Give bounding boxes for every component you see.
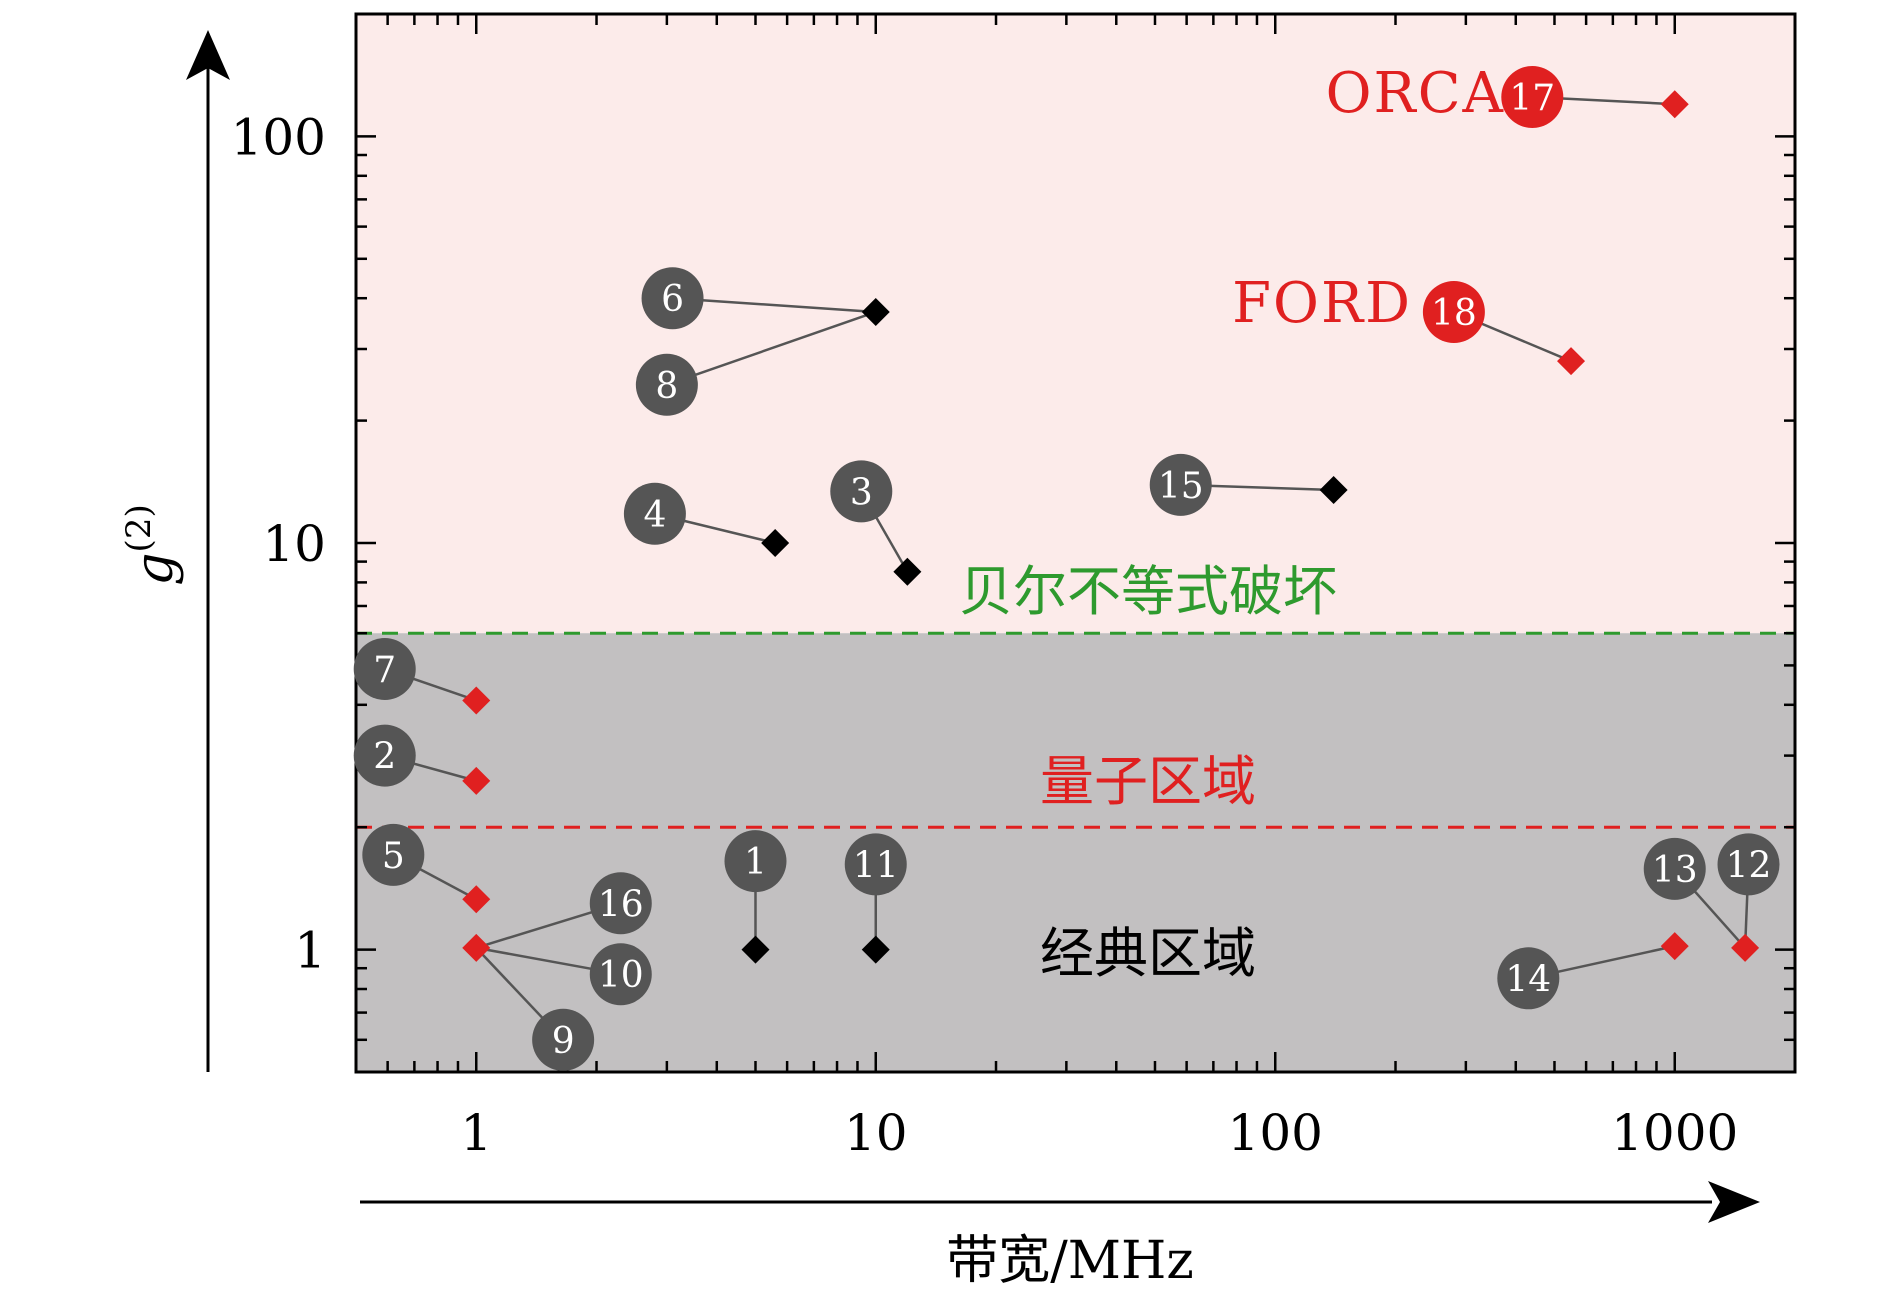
badge-label-6: 6 xyxy=(661,279,684,320)
badge-label-9: 9 xyxy=(552,1021,575,1062)
marker-point-12 xyxy=(1731,933,1760,962)
badge-circle-17 xyxy=(1501,65,1564,128)
quantum-region-label: 量子区域 xyxy=(1040,750,1256,813)
marker-point-17 xyxy=(1660,90,1689,119)
marker-point-14 xyxy=(1660,932,1689,961)
upper-region-band xyxy=(356,14,1795,634)
badge-circle-12 xyxy=(1717,833,1780,896)
badge-circle-18 xyxy=(1422,280,1485,343)
orca-label: ORCA xyxy=(1326,61,1505,126)
leader-line-8 xyxy=(666,310,877,386)
badge-circle-5 xyxy=(362,823,425,886)
y-axis-title-sup: (2) xyxy=(119,504,159,552)
marker-point-11 xyxy=(861,935,890,964)
badge-circle-6 xyxy=(641,267,704,330)
badge-circle-16 xyxy=(589,872,652,935)
x-axis-arrowhead xyxy=(1708,1181,1760,1223)
y-tick-label: 100 xyxy=(231,108,326,166)
x-tick-label: 10 xyxy=(844,1104,908,1162)
marker-point-18 xyxy=(1557,347,1586,376)
y-axis-ticks xyxy=(356,12,1795,1074)
badge-label-16: 16 xyxy=(598,884,644,925)
marker-point-15 xyxy=(1319,476,1348,505)
badge-circle-15 xyxy=(1149,453,1212,516)
x-tick-labels: 1 10 100 1000 xyxy=(460,1104,1738,1162)
bell-violation-label: 贝尔不等式破坏 xyxy=(959,560,1337,623)
badge-label-1: 1 xyxy=(744,842,767,883)
badge-label-8: 8 xyxy=(655,366,678,407)
badge-circle-1 xyxy=(724,830,787,893)
badge-label-10: 10 xyxy=(598,955,644,996)
marker-point-5 xyxy=(462,885,491,914)
badge-label-15: 15 xyxy=(1158,466,1204,507)
badge-circle-8 xyxy=(635,353,698,416)
marker-point-9 xyxy=(462,933,491,962)
y-axis-arrowhead xyxy=(186,30,230,80)
marker-point-7 xyxy=(462,686,491,715)
badge-circle-13 xyxy=(1643,837,1706,900)
badge-circle-2 xyxy=(353,724,416,787)
badge-circle-10 xyxy=(589,943,652,1006)
badge-label-11: 11 xyxy=(853,845,899,886)
y-tick-label: 10 xyxy=(262,515,326,573)
badge-circle-4 xyxy=(623,482,686,545)
y-axis-title: g(2) xyxy=(119,504,185,585)
y-tick-labels: 1 10 100 xyxy=(231,108,326,979)
badge-label-7: 7 xyxy=(373,650,396,691)
badge-label-3: 3 xyxy=(850,472,873,513)
x-axis-title: 带宽/MHz xyxy=(946,1231,1194,1291)
y-tick-label: 1 xyxy=(294,922,326,980)
badge-label-12: 12 xyxy=(1726,845,1772,886)
marker-point-4 xyxy=(761,529,790,557)
badge-circle-3 xyxy=(830,460,893,523)
badge-label-5: 5 xyxy=(382,836,405,877)
y-axis-title-base: g xyxy=(125,552,185,585)
badge-circle-11 xyxy=(844,833,907,896)
marker-point-2 xyxy=(462,766,491,795)
marker-point-3 xyxy=(893,557,922,586)
marker-point-1 xyxy=(741,935,770,964)
badge-label-18: 18 xyxy=(1431,293,1477,334)
marker-point-6 xyxy=(861,297,890,326)
badge-label-17: 17 xyxy=(1509,78,1555,119)
classical-region-label: 经典区域 xyxy=(1040,922,1256,985)
badge-circle-9 xyxy=(532,1008,595,1071)
badge-label-2: 2 xyxy=(373,737,396,778)
badge-circle-14 xyxy=(1497,947,1560,1010)
data-markers xyxy=(462,90,1760,964)
badge-circle-7 xyxy=(353,637,416,700)
x-tick-label: 1 xyxy=(460,1104,492,1162)
x-tick-label: 1000 xyxy=(1611,1104,1738,1162)
leader-line-6 xyxy=(672,296,876,314)
badge-label-13: 13 xyxy=(1652,850,1698,891)
x-tick-label: 100 xyxy=(1228,1104,1323,1162)
badge-label-14: 14 xyxy=(1505,959,1551,1000)
ford-label: FORD xyxy=(1232,271,1412,336)
badge-label-4: 4 xyxy=(643,495,666,536)
x-axis-ticks xyxy=(354,14,1797,1072)
lower-region-band xyxy=(356,633,1795,1072)
